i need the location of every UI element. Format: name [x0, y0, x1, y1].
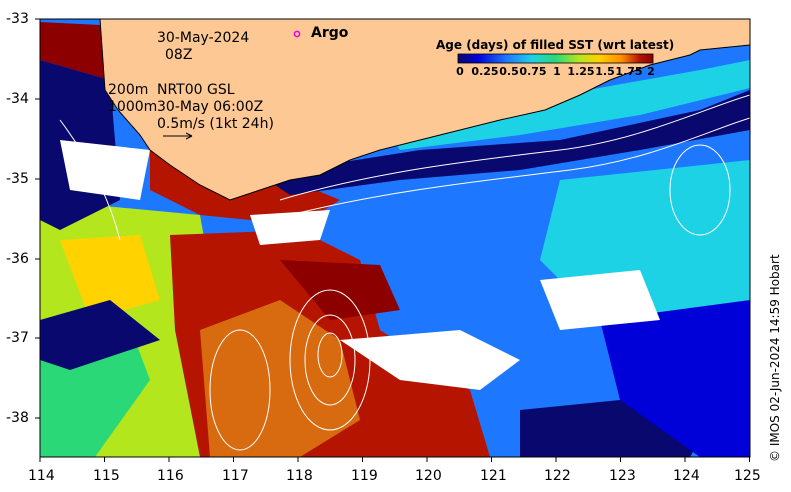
y-tick-label: -37 [6, 330, 29, 346]
legend-colorbar [457, 53, 654, 64]
cloud-gap-south [340, 330, 520, 390]
legend-tick: 1 [553, 65, 561, 78]
annotation-product-time: 30-May 06:00Z [157, 99, 264, 115]
current-contour-1 [279, 94, 750, 201]
credit-text: © IMOS 02-Jun-2024 14:59 Hobart [768, 254, 782, 462]
argo-marker [293, 30, 301, 38]
annotation-depth-1000: 1000m [108, 99, 158, 115]
cloud-gap-west [60, 140, 150, 200]
sst-region-east-blue [600, 300, 750, 457]
y-tick-label: -35 [6, 171, 29, 187]
sst-region-eddy-orange [200, 300, 360, 457]
sst-band-shelf-cyan [380, 60, 750, 150]
eddy-contour-1 [289, 289, 371, 431]
x-tick-label: 116 [157, 468, 184, 484]
legend-tick: 0.25 [471, 65, 499, 78]
current-contour-3 [59, 119, 121, 241]
scale-arrowhead [185, 132, 193, 140]
plot-border [39, 18, 751, 458]
legend-tick: 2 [647, 65, 655, 78]
legend-tick: 1.75 [615, 65, 643, 78]
x-tick-label: 125 [734, 468, 761, 484]
annotation-depth-200: 200m [108, 82, 149, 98]
x-tick-label: 122 [544, 468, 571, 484]
legend-tick: 1.5 [595, 65, 615, 78]
x-tick-label: 118 [286, 468, 313, 484]
x-tick-label: 124 [673, 468, 700, 484]
sst-band-shelf-navy [260, 90, 750, 195]
y-tick-label: -33 [6, 11, 29, 27]
coastline [99, 19, 750, 201]
y-tick-label: -38 [6, 410, 29, 426]
annotation-product: NRT00 GSL [157, 82, 235, 98]
legend-tick: 0.5 [499, 65, 519, 78]
y-tick-label: -36 [6, 251, 29, 267]
annotation-time: 08Z [165, 47, 193, 63]
sst-region-southwest-navy [40, 300, 160, 370]
cloud-gap-east [540, 270, 660, 330]
eddy-contour-4 [209, 329, 271, 451]
cloud-gap-central [250, 210, 330, 245]
sst-region-southeast-navy [520, 400, 700, 457]
x-tick-label: 120 [415, 468, 442, 484]
land-australia [100, 19, 750, 200]
x-tick-label: 119 [351, 468, 378, 484]
x-tick-label: 115 [93, 468, 120, 484]
x-tick-label: 114 [28, 468, 55, 484]
legend-tick: 0.75 [519, 65, 547, 78]
x-tick-label: 121 [480, 468, 507, 484]
legend-tick: 1.25 [567, 65, 595, 78]
legend-tick: 0 [456, 65, 464, 78]
x-tick-label: 117 [222, 468, 249, 484]
argo-label: Argo [311, 25, 349, 41]
eddy-contour-2 [304, 314, 356, 406]
sst-region-west-yellow [60, 235, 160, 320]
eddy-contour-5 [669, 144, 731, 236]
sst-region-west-red [40, 22, 110, 80]
sst-region-dark-red [280, 260, 400, 320]
current-contour-2 [289, 117, 750, 216]
x-tick-label: 123 [609, 468, 636, 484]
eddy-contour-3 [317, 332, 343, 378]
legend-title: Age (days) of filled SST (wrt latest) [436, 38, 675, 52]
annotation-scale: 0.5m/s (1kt 24h) [157, 116, 274, 132]
annotation-date: 30-May-2024 [157, 30, 250, 46]
y-tick-label: -34 [6, 91, 29, 107]
